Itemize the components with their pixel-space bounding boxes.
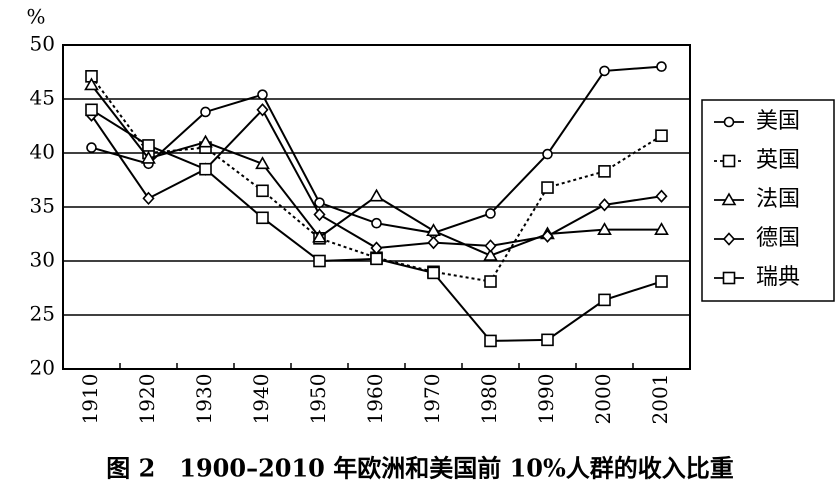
- point: [485, 208, 496, 219]
- point: [655, 129, 668, 143]
- x-tick-label: 1930: [192, 374, 216, 425]
- y-tick-label: 40: [30, 140, 55, 164]
- point: [256, 211, 269, 225]
- x-tick-label: 1950: [306, 374, 330, 425]
- point: [656, 61, 667, 72]
- point: [426, 223, 441, 237]
- point: [542, 148, 553, 160]
- plot-frame: [62, 44, 691, 370]
- point: [255, 156, 270, 170]
- point: [86, 142, 97, 153]
- point: [484, 334, 497, 348]
- point: [371, 217, 382, 229]
- legend-marker: [721, 192, 737, 206]
- point: [313, 254, 326, 268]
- point: [369, 188, 384, 202]
- x-tick-label: 1960: [363, 374, 387, 425]
- legend-label: 德国: [756, 226, 800, 251]
- chart-title: 图 2 1900–2010 年欧洲和美国前 10%人群的收入比重: [106, 454, 734, 483]
- point: [85, 103, 98, 117]
- point: [199, 162, 212, 176]
- point: [599, 65, 610, 77]
- y-tick-label: 45: [30, 86, 55, 110]
- series-line: [90, 75, 663, 283]
- point: [655, 189, 668, 203]
- legend-label: 瑞典: [756, 265, 800, 290]
- legend-label: 美国: [756, 109, 800, 134]
- legend-marker: [722, 232, 736, 246]
- legend-marker: [723, 116, 735, 128]
- y-tick-label: 35: [30, 194, 55, 218]
- point: [597, 222, 612, 235]
- point: [654, 222, 669, 235]
- point: [598, 198, 611, 212]
- point: [142, 139, 155, 152]
- y-tick-label: 20: [30, 356, 55, 380]
- point: [257, 89, 268, 100]
- x-tick-label: 1980: [477, 374, 501, 425]
- point: [142, 191, 155, 206]
- x-tick-label: 1920: [135, 374, 159, 425]
- x-tick-label: 1910: [78, 374, 102, 425]
- legend-label: 英国: [756, 148, 800, 173]
- point: [598, 165, 611, 178]
- point: [200, 106, 211, 118]
- x-tick-label: 1970: [420, 374, 444, 425]
- point: [198, 134, 213, 148]
- point: [313, 207, 326, 222]
- x-tick-label: 1940: [249, 374, 273, 425]
- x-tick-label: 2001: [648, 374, 672, 425]
- y-tick-label: 50: [30, 32, 55, 56]
- point: [84, 77, 99, 91]
- point: [256, 184, 269, 198]
- point: [256, 103, 269, 117]
- x-tick-label: 1990: [534, 374, 558, 425]
- point: [427, 235, 440, 250]
- point: [370, 252, 383, 266]
- point: [483, 247, 498, 261]
- point: [312, 229, 327, 243]
- legend-label: 法国: [756, 187, 800, 212]
- point: [427, 266, 440, 280]
- y-axis-label: %: [26, 5, 45, 29]
- point: [655, 275, 668, 288]
- y-tick-label: 25: [30, 302, 55, 326]
- y-tick-label: 30: [30, 248, 55, 272]
- point: [314, 197, 325, 208]
- point: [484, 275, 497, 288]
- point: [541, 229, 554, 243]
- legend-marker: [722, 154, 736, 168]
- point: [484, 239, 497, 253]
- series-line: [90, 84, 662, 257]
- x-tick-label: 2000: [591, 374, 615, 425]
- point: [541, 181, 554, 194]
- point: [141, 150, 156, 164]
- point: [541, 333, 554, 347]
- legend-marker: [722, 271, 736, 285]
- point: [598, 293, 611, 307]
